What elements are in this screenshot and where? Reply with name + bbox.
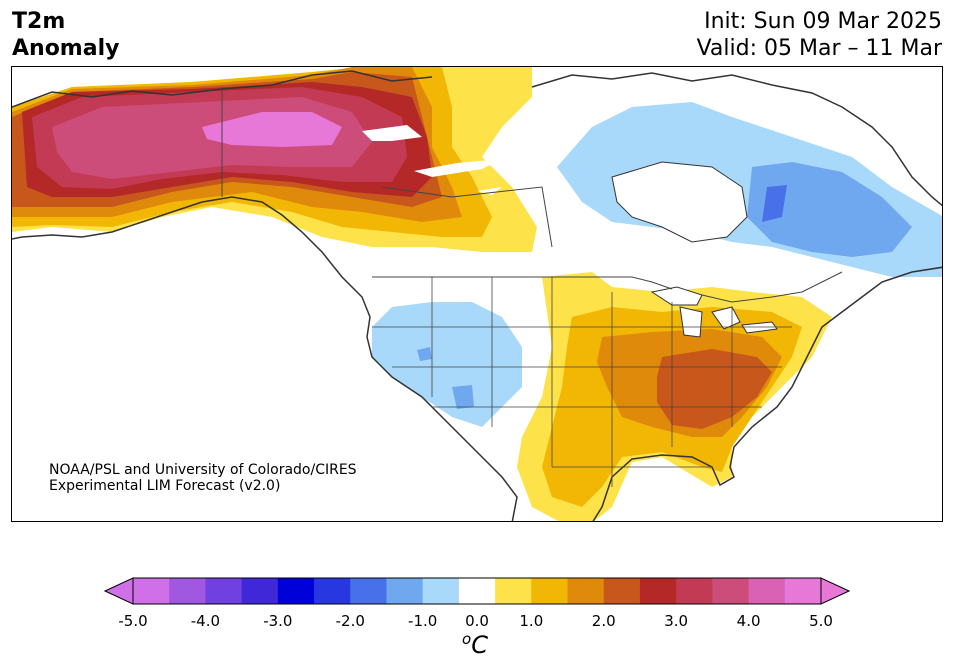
colorbar-ticks: -5.0 -4.0 -3.0 -2.0 -1.0 0.0 1.0 2.0 3.0 4.0 5.0 bbox=[0, 612, 954, 632]
colorbar-segment bbox=[205, 578, 243, 604]
colorbar-segment bbox=[314, 578, 351, 604]
colorbar-tick-label: -2.0 bbox=[335, 612, 365, 630]
colorbar-tick-label: 0.0 bbox=[465, 612, 489, 630]
colorbar-segment bbox=[748, 578, 786, 604]
units-letter: C bbox=[471, 631, 488, 659]
colorbar-tick-label: 5.0 bbox=[809, 612, 833, 630]
colorbar-segment bbox=[241, 578, 279, 604]
great-lakes bbox=[650, 286, 778, 338]
colorbar-segment bbox=[676, 578, 713, 604]
colorbar-segment bbox=[495, 578, 532, 604]
anomaly-map bbox=[11, 66, 943, 522]
colorbar-segment bbox=[567, 578, 605, 604]
degree-symbol: o bbox=[462, 630, 472, 648]
colorbar-segment bbox=[639, 578, 677, 604]
credit-line-2: Experimental LIM Forecast (v2.0) bbox=[49, 478, 281, 494]
northern-lakes bbox=[362, 125, 502, 195]
colorbar-tick-label: -5.0 bbox=[118, 612, 148, 630]
cool-anomaly-northeast-blue bbox=[762, 185, 787, 222]
colorbar-frame bbox=[132, 577, 822, 605]
colorbar-segment bbox=[133, 578, 170, 604]
colorbar-units: oC bbox=[462, 630, 488, 659]
credit-text: NOAA/PSL and University of Colorado/CIRE… bbox=[49, 462, 357, 494]
hudson-bay bbox=[611, 161, 748, 243]
colorbar-tick-label: 4.0 bbox=[736, 612, 761, 630]
colorbar-tick-label: 2.0 bbox=[591, 612, 616, 630]
colorbar-tick-label: -3.0 bbox=[263, 612, 293, 630]
cool-anomaly-northeast-midblue bbox=[747, 162, 912, 257]
colorbar-tick-label: 3.0 bbox=[664, 612, 689, 630]
colorbar-tick-label: 1.0 bbox=[519, 612, 544, 630]
colorbar-tick-label: -4.0 bbox=[190, 612, 221, 630]
colorbar-tick-label: -1.0 bbox=[408, 612, 438, 630]
map-title: T2m Anomaly bbox=[12, 8, 119, 62]
colorbar-segment bbox=[169, 578, 206, 604]
valid-range: Valid: 05 Mar – 11 Mar bbox=[696, 36, 942, 61]
colorbar-segment bbox=[350, 578, 387, 604]
warm-anomaly-southeast-rust bbox=[657, 349, 772, 429]
colorbar-under-arrow bbox=[104, 577, 134, 605]
colorbar-segment bbox=[386, 578, 424, 604]
colorbar-segment bbox=[422, 578, 460, 604]
colorbar-segment bbox=[531, 578, 569, 604]
colorbar-segment bbox=[458, 578, 496, 604]
colorbar-segment bbox=[712, 578, 750, 604]
colorbar-over-arrow bbox=[820, 577, 850, 605]
title-line-2: Anomaly bbox=[12, 36, 120, 61]
colorbar-segment bbox=[784, 578, 822, 604]
state-borders bbox=[372, 277, 792, 487]
title-line-1: T2m bbox=[12, 9, 66, 34]
forecast-dates: Init: Sun 09 Mar 2025 Valid: 05 Mar – 11… bbox=[697, 8, 942, 62]
map-canvas bbox=[12, 67, 942, 521]
cool-anomaly-southwest-midblue bbox=[417, 347, 474, 409]
cool-anomaly-southwest-lightblue bbox=[372, 302, 522, 427]
colorbar-segment bbox=[603, 578, 641, 604]
colorbar bbox=[104, 577, 850, 605]
credit-line-1: NOAA/PSL and University of Colorado/CIRE… bbox=[49, 462, 357, 478]
init-date: Init: Sun 09 Mar 2025 bbox=[704, 9, 942, 34]
warm-anomaly-northwest-magenta bbox=[202, 112, 342, 147]
colorbar-segment bbox=[277, 578, 315, 604]
national-border bbox=[221, 89, 843, 303]
